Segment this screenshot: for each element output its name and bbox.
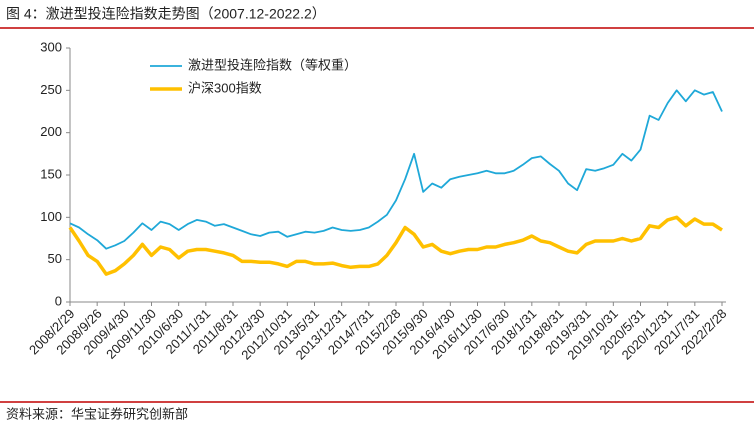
y-tick-label: 200 [40,124,62,139]
legend-label: 沪深300指数 [188,80,262,95]
chart-title: 图 4：激进型投连险指数走势图（2007.12-2022.2） [6,6,326,22]
series-line [68,215,723,276]
series-line [69,89,723,250]
source-note: 资料来源：华宝证券研究创新部 [6,406,188,421]
y-tick-label: 250 [40,82,62,97]
y-tick-label: 100 [40,209,62,224]
y-tick-label: 50 [48,251,62,266]
y-tick-label: 0 [55,293,62,308]
legend-label: 激进型投连险指数（等权重） [188,57,357,72]
y-tick-label: 150 [40,166,62,181]
y-tick-label: 300 [40,39,62,54]
